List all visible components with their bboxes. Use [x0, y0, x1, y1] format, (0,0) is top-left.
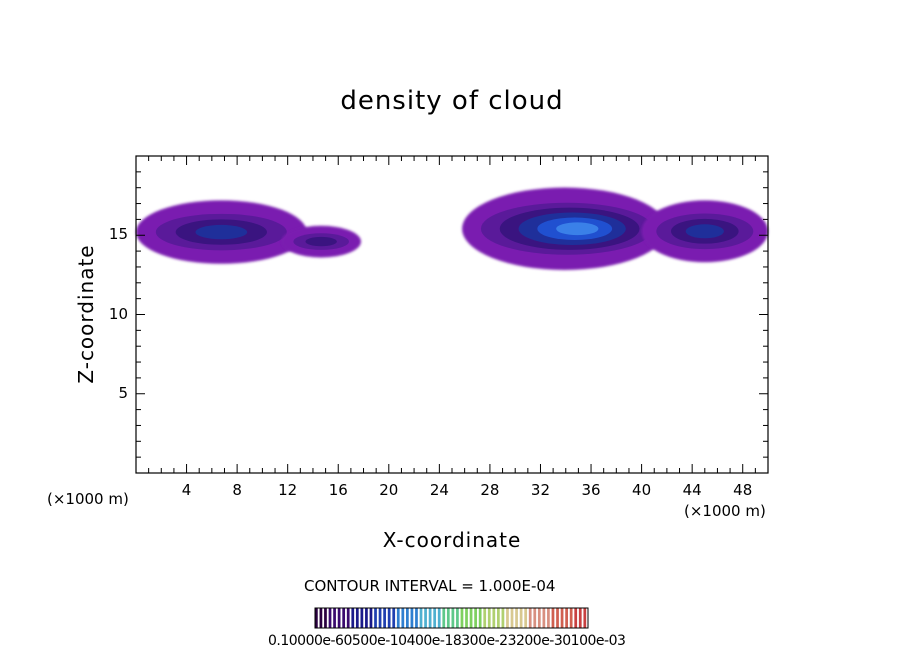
axis-ticks [136, 156, 768, 473]
colorbar-swatch [328, 608, 332, 628]
x-tick-label: 36 [581, 481, 601, 499]
colorbar-swatch [478, 608, 482, 628]
colorbar-swatch [419, 608, 423, 628]
colorbar-swatch [346, 608, 350, 628]
cloud-density-layer [556, 222, 599, 236]
x-tick-label: 24 [429, 481, 449, 499]
x-tick-label: 12 [278, 481, 298, 499]
x-tick-label: 44 [682, 481, 702, 499]
colorbar-swatch [333, 608, 336, 628]
colorbar-swatch [583, 608, 587, 628]
colorbar-swatch [469, 608, 473, 628]
colorbar-swatch [556, 608, 559, 628]
colorbar-swatch [465, 608, 468, 628]
colorbar-swatch [369, 608, 373, 628]
cloud-density-layer [685, 224, 724, 239]
colorbar-swatch [437, 608, 441, 628]
colorbar-swatch [446, 608, 450, 628]
colorbar-swatch [515, 608, 518, 628]
x-axis-label: X-coordinate [382, 528, 522, 552]
colorbar-swatch [360, 608, 364, 628]
colorbar-swatch [487, 608, 491, 628]
colorbar-swatch [533, 608, 537, 628]
colorbar-swatch [387, 608, 391, 628]
chart-title: density of cloud [340, 86, 564, 116]
colorbar-swatch [551, 608, 555, 628]
colorbar-swatch [460, 608, 464, 628]
colorbar-swatch [415, 608, 418, 628]
colorbar-swatch [510, 608, 514, 628]
colorbar-swatch [365, 608, 368, 628]
x-tick-label: 48 [733, 481, 753, 499]
colorbar-swatch [547, 608, 550, 628]
x-tick-label: 28 [480, 481, 500, 499]
colorbar-swatch [483, 608, 487, 628]
y-tick-label: 15 [108, 225, 128, 244]
colorbar-swatch [474, 608, 477, 628]
x-tick-label: 32 [530, 481, 551, 499]
y-tick-label: 10 [108, 304, 128, 323]
colorbar-swatch [406, 608, 409, 628]
x-tick-label: 8 [232, 481, 242, 499]
x-tick-label: 20 [379, 481, 399, 499]
colorbar-swatch [324, 608, 327, 628]
colorbar-swatch [392, 608, 396, 628]
colorbar-swatch [315, 608, 318, 628]
y-tick-label: 5 [118, 383, 128, 402]
colorbar-swatch [451, 608, 455, 628]
colorbar-swatch [342, 608, 346, 628]
colorbar-swatch [565, 608, 568, 628]
colorbar-swatch [319, 608, 323, 628]
colorbar-swatch [378, 608, 382, 628]
colorbar-swatch [501, 608, 505, 628]
colorbar-swatch [456, 608, 459, 628]
colorbar-swatch [578, 608, 582, 628]
colorbar-swatch [410, 608, 414, 628]
x-tick-label: 4 [181, 481, 192, 499]
colorbar-swatch [506, 608, 509, 628]
colorbar-swatch [519, 608, 523, 628]
contour-interval-text: CONTOUR INTERVAL = 1.000E-04 [304, 577, 556, 595]
x-unit-label-left: (×1000 m) [47, 490, 129, 508]
colorbar-swatch [560, 608, 564, 628]
colorbar-swatch [492, 608, 496, 628]
colorbar-swatch [383, 608, 386, 628]
colorbar-swatch [401, 608, 405, 628]
colorbar-swatch [433, 608, 437, 628]
cloud-density-layer [195, 224, 248, 240]
colorbar-swatch [396, 608, 400, 628]
x-tick-label: 40 [632, 481, 652, 499]
colorbar-swatch [355, 608, 359, 628]
x-unit-label-right: (×1000 m) [684, 502, 766, 520]
x-tick-label: 16 [328, 481, 348, 499]
colorbar-swatch [528, 608, 532, 628]
y-axis-label: Z-coordinate [74, 244, 98, 384]
colorbar-swatch [537, 608, 541, 628]
colorbar-swatch [442, 608, 446, 628]
colorbar-swatch [524, 608, 528, 628]
colorbar [314, 607, 589, 629]
cloud-density-layer [305, 236, 337, 247]
colorbar-swatch [374, 608, 377, 628]
colorbar-frame [314, 607, 589, 629]
colorbar-swatch [569, 608, 573, 628]
colorbar-swatch [428, 608, 432, 628]
colorbar-swatch [497, 608, 500, 628]
colorbar-swatch [574, 608, 578, 628]
colorbar-labels: 0.10000e-60500e-10400e-18300e-23200e-301… [268, 633, 626, 649]
colorbar-swatch [337, 608, 341, 628]
colorbar-swatch [424, 608, 427, 628]
cloud-density-fills [136, 187, 768, 270]
colorbar-swatch [542, 608, 546, 628]
colorbar-swatch [351, 608, 355, 628]
